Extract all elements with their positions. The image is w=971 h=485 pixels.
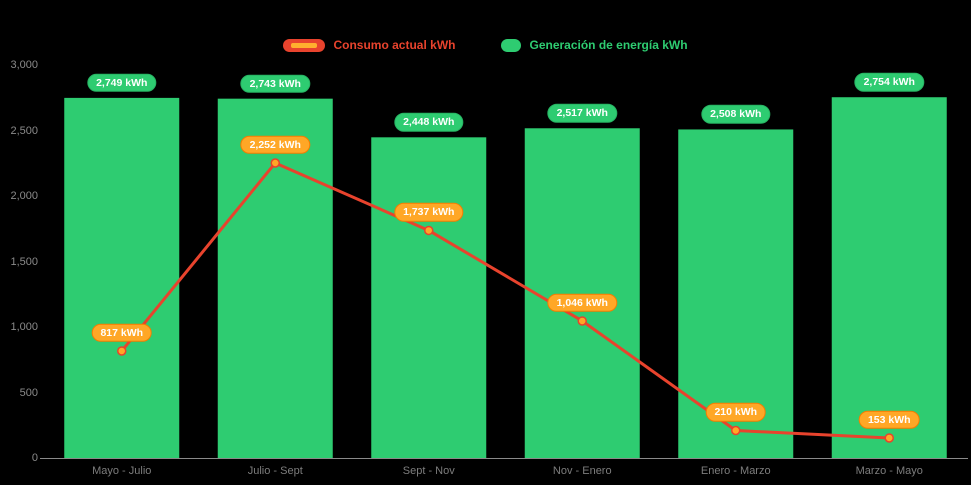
legend: Consumo actual kWh Generación de energía… xyxy=(0,38,971,52)
y-axis-tick-label: 3,000 xyxy=(10,59,38,71)
y-axis-tick-label: 2,500 xyxy=(10,124,38,137)
x-axis-category-label: Mayo - Julio xyxy=(92,465,152,477)
bar-generacion[interactable] xyxy=(524,128,640,458)
bar-generacion[interactable] xyxy=(831,97,947,458)
bar-generacion[interactable] xyxy=(64,97,180,459)
line-marker[interactable] xyxy=(577,316,587,326)
line-value-label: 1,046 kWh xyxy=(547,293,617,313)
legend-item-generacion[interactable]: Generación de energía kWh xyxy=(501,38,688,52)
generacion-bar-swatch-icon xyxy=(501,38,522,52)
line-value-label: 210 kWh xyxy=(705,403,767,422)
bar-generacion[interactable] xyxy=(371,137,487,458)
y-axis-tick-label: 2,000 xyxy=(10,190,38,202)
line-value-label: 817 kWh xyxy=(91,323,153,343)
line-marker[interactable] xyxy=(424,225,434,236)
x-axis-category-label: Sept - Nov xyxy=(402,465,455,477)
line-value-label: 1,737 kWh xyxy=(394,203,464,222)
bar-value-label: 2,517 kWh xyxy=(547,104,617,123)
y-axis-tick-label: 500 xyxy=(19,386,38,399)
y-axis-tick-label: 0 xyxy=(31,452,38,464)
line-value-label: 2,252 kWh xyxy=(240,135,310,155)
legend-label-consumo: Consumo actual kWh xyxy=(333,38,456,52)
bar-value-label: 2,749 kWh xyxy=(87,73,157,93)
legend-item-consumo[interactable]: Consumo actual kWh xyxy=(283,38,455,52)
x-axis-category-label: Julio - Sept xyxy=(247,465,303,477)
y-axis-tick-label: 1,000 xyxy=(10,321,38,333)
line-marker[interactable] xyxy=(731,425,741,436)
line-marker[interactable] xyxy=(270,158,280,168)
bar-value-label: 2,448 kWh xyxy=(394,113,464,132)
line-marker[interactable] xyxy=(884,433,894,443)
bar-value-label: 2,743 kWh xyxy=(240,74,310,93)
consumo-line-swatch-icon xyxy=(283,38,326,52)
x-axis-category-label: Nov - Enero xyxy=(552,465,612,477)
consumo-marker-icon xyxy=(291,42,318,48)
x-axis-category-label: Marzo - Mayo xyxy=(855,465,923,477)
y-axis-tick-label: 1,500 xyxy=(10,255,38,268)
bar-value-label: 2,754 kWh xyxy=(854,72,924,92)
line-value-label: 153 kWh xyxy=(858,410,920,430)
legend-label-generacion: Generación de energía kWh xyxy=(529,38,688,52)
line-marker[interactable] xyxy=(117,346,127,356)
consumo-line xyxy=(120,161,891,440)
x-axis-category-label: Enero - Marzo xyxy=(700,465,771,477)
bar-value-label: 2,508 kWh xyxy=(701,105,771,124)
